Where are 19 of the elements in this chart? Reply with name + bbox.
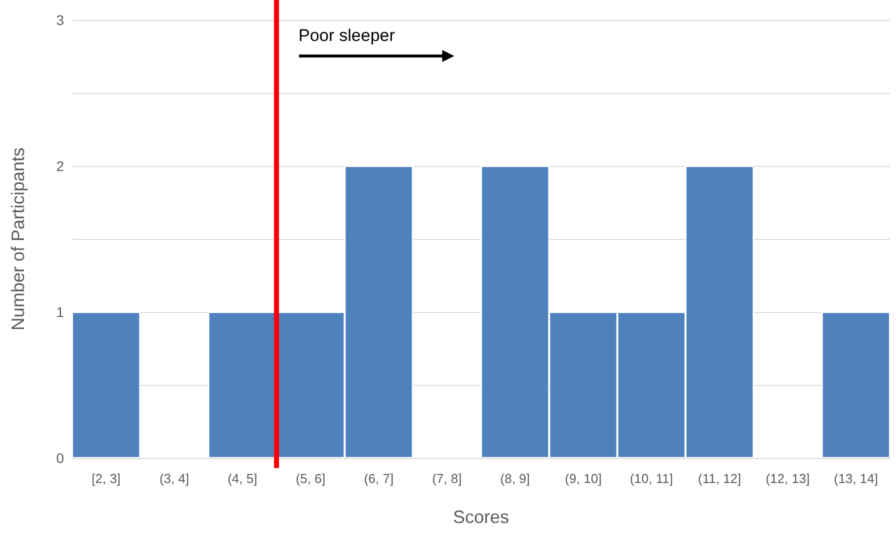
x-tick-label: (10, 11]	[630, 471, 673, 486]
x-tick-label: (3, 4]	[159, 471, 190, 486]
x-tick-label: (5, 6]	[296, 471, 326, 486]
y-tick-label: 2	[56, 158, 64, 174]
y-tick-label: 3	[56, 12, 64, 28]
x-tick-label: (6, 7]	[364, 471, 394, 486]
y-tick-label: 1	[56, 304, 64, 320]
x-tick-label: (4, 5]	[228, 471, 258, 486]
x-axis-title: Scores	[452, 507, 510, 527]
annotation: Poor sleeper	[298, 26, 395, 46]
x-tick-label: (7, 8]	[432, 471, 462, 486]
y-tick-label: 0	[56, 450, 64, 466]
x-tick-label: (13, 14]	[834, 471, 878, 486]
x-tick-label: (11, 12]	[698, 471, 742, 486]
y-axis-title: Number of Participants	[8, 147, 28, 331]
x-tick-label: (8, 9]	[500, 471, 530, 486]
x-tick-label: (12, 13]	[766, 471, 810, 486]
x-tick-label: (9, 10]	[564, 471, 602, 486]
x-tick-label: [2, 3]	[92, 471, 121, 486]
